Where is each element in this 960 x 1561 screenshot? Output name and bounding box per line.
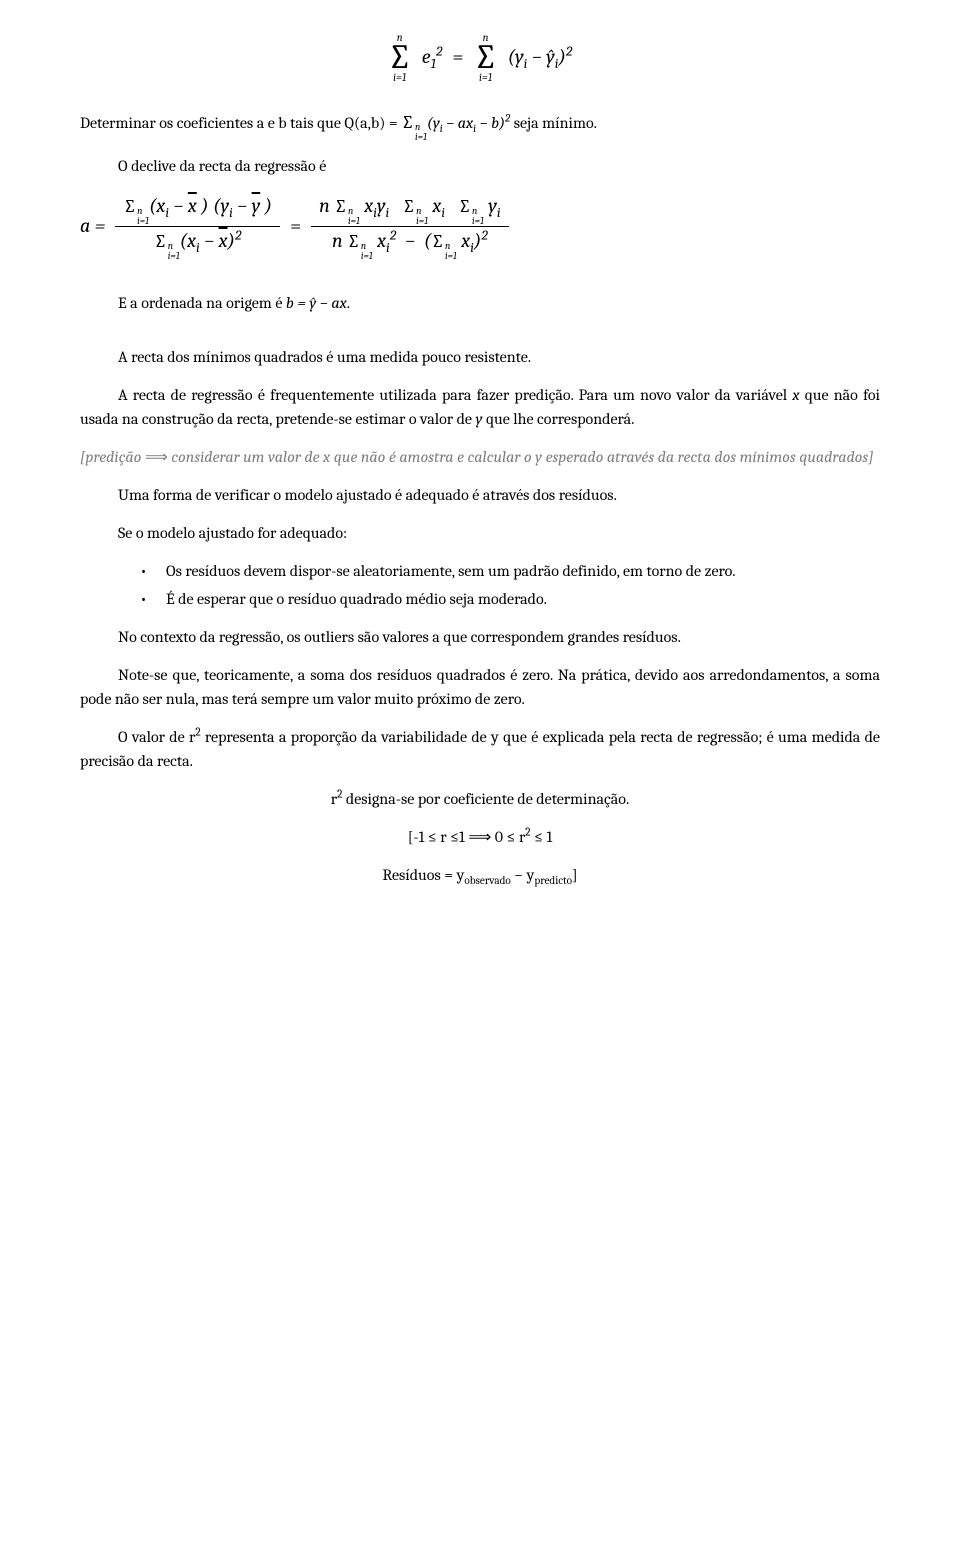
text: E a ordenada na origem é (118, 294, 286, 312)
text: designa-se por coeficiente de determinaç… (342, 790, 629, 808)
eq: = (290, 211, 301, 241)
text: Determinar os coeficientes a e b tais qu… (80, 114, 401, 132)
para-r2: O valor de r2 representa a proporção da … (80, 725, 880, 773)
text: seja mínimo. (510, 114, 597, 132)
formula-coeff-a: a = ∑ni=1(xi − x ) (yi − y ) ∑ni=1(xi − … (80, 192, 880, 261)
center-residuos: Resíduos = yobservado − ypredicto] (80, 863, 880, 887)
bullet-1: Os resíduos devem dispor-se aleatoriamen… (140, 559, 880, 583)
sub: predicto (534, 874, 572, 887)
formula-sum-squared-errors: n ∑ i=1 e12 = n ∑ i=1 (yi − ŷi)2 (80, 32, 880, 83)
formula-b: b = ŷ − ax (286, 294, 347, 312)
text: − y (511, 866, 535, 884)
para-outliers: No contexto da regressão, os outliers sã… (80, 625, 880, 649)
text: O valor de r (118, 728, 195, 746)
para-adequado: Se o modelo ajustado for adequado: (80, 521, 880, 545)
para-declive: O declive da recta da regressão é (80, 154, 880, 178)
para-resistente: A recta dos mínimos quadrados é uma medi… (80, 345, 880, 369)
para-predicao: A recta de regressão é frequentemente ut… (80, 383, 880, 431)
text: Resíduos = y (382, 866, 464, 884)
text: ] (572, 866, 578, 884)
para-ordenada: E a ordenada na origem é b = ŷ − ax. (80, 291, 880, 315)
para-verificar: Uma forma de verificar o modelo ajustado… (80, 483, 880, 507)
sub: observado (464, 874, 510, 887)
bullet-list: Os resíduos devem dispor-se aleatoriamen… (140, 559, 880, 611)
center-coef-det: r2 designa-se por coeficiente de determi… (80, 787, 880, 811)
note-predicao: [predição ⟹ considerar um valor de x que… (80, 445, 880, 469)
para-soma-zero: Note-se que, teoricamente, a soma dos re… (80, 663, 880, 711)
text: representa a proporção da variabilidade … (80, 728, 880, 770)
lhs: a = (80, 211, 105, 241)
center-range: [-1 ≤ r ≤1 ⟹ 0 ≤ r2 ≤ 1 (80, 825, 880, 849)
para-determinar: Determinar os coeficientes a e b tais qu… (80, 111, 880, 140)
bullet-2: É de esperar que o resíduo quadrado médi… (140, 587, 880, 611)
